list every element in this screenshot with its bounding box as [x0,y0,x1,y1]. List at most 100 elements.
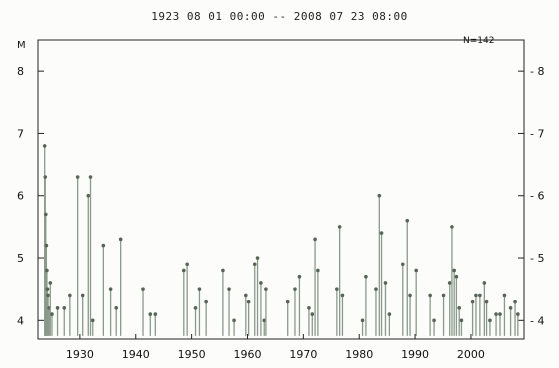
event-point [88,175,93,179]
event-point [316,268,320,273]
event-point [227,287,231,291]
event-point [141,287,145,291]
event-point [44,243,49,248]
event-point [383,281,388,285]
event-point [364,274,368,279]
event-point [459,318,464,323]
y-tick-label-right: - 8 [530,65,544,78]
x-tick-label: 1940 [122,348,150,361]
event-point [307,306,311,310]
event-point [405,218,410,223]
event-point [337,225,342,229]
event-point [516,312,520,316]
event-point [408,293,412,298]
x-tick-label: 1950 [178,348,206,361]
event-point [452,268,456,273]
event-point [204,299,208,304]
y-tick-label: 4 [17,314,24,327]
y-tick-label: 5 [17,252,24,265]
event-point [80,293,85,298]
event-point [232,318,236,323]
x-tick-label: 1990 [401,348,429,361]
event-point [335,287,339,291]
event-point [62,306,67,310]
event-point [86,193,91,198]
event-point [185,262,189,267]
event-point [259,281,263,285]
event-point [45,287,50,291]
event-point [46,293,50,298]
event-point [153,312,158,316]
event-point [474,293,478,298]
x-tick-label: 2000 [457,348,485,361]
y-tick-label-right: - 6 [530,190,544,203]
event-point [374,287,378,291]
event-point [457,306,462,310]
event-point [182,268,186,273]
y-tick-label: 7 [17,127,24,140]
event-point [447,281,452,285]
event-point [48,281,53,285]
event-point [221,268,225,273]
event-point [42,144,47,148]
event-point [255,256,260,260]
event-point [498,312,502,316]
event-point [90,318,95,323]
plot-frame [37,39,525,340]
event-point [114,306,119,310]
event-point [197,287,202,291]
event-point [101,243,106,248]
event-point [470,299,475,304]
event-point [494,312,498,316]
event-point [513,299,517,304]
x-tick-label: 1980 [345,348,373,361]
x-tick-label: 1930 [66,348,94,361]
event-point [252,262,257,267]
event-point [387,312,392,316]
event-point [246,299,251,304]
y-tick-label-right: - 5 [530,252,544,265]
event-point [478,293,482,298]
x-tick-label: 1960 [233,348,261,361]
event-point [502,293,507,298]
event-point [340,293,345,298]
event-point [482,281,487,285]
event-point [450,225,454,229]
event-point [285,299,290,304]
event-point [118,237,123,242]
event-point [55,306,60,310]
event-point [508,306,513,310]
event-point [264,287,268,291]
event-point [244,293,248,298]
event-point [193,306,198,310]
event-point [44,212,48,217]
y-tick-label: 6 [17,190,24,203]
event-point [262,318,267,323]
event-point [310,312,315,316]
event-point [488,318,492,323]
event-point [68,293,72,298]
event-point [484,299,489,304]
chart-subtitle: 1923 08 01 00:00 -- 2008 07 23 08:00 [151,10,408,23]
event-point [297,274,302,279]
event-point [293,287,297,291]
event-point [313,237,317,242]
event-point [441,293,446,298]
event-point [108,287,113,291]
y-tick-label: 8 [17,65,24,78]
event-point [432,318,436,323]
event-point [454,274,459,279]
event-point [400,262,405,267]
event-point [377,193,382,198]
event-point [148,312,153,316]
event-point [50,312,54,316]
event-point [43,175,48,179]
y-tick-label-right: - 4 [530,314,544,327]
event-point [414,268,418,273]
event-point [379,231,384,235]
event-point [428,293,432,298]
x-tick-label: 1970 [289,348,317,361]
y-tick-label-right: - 7 [530,127,544,140]
event-point [75,175,80,179]
